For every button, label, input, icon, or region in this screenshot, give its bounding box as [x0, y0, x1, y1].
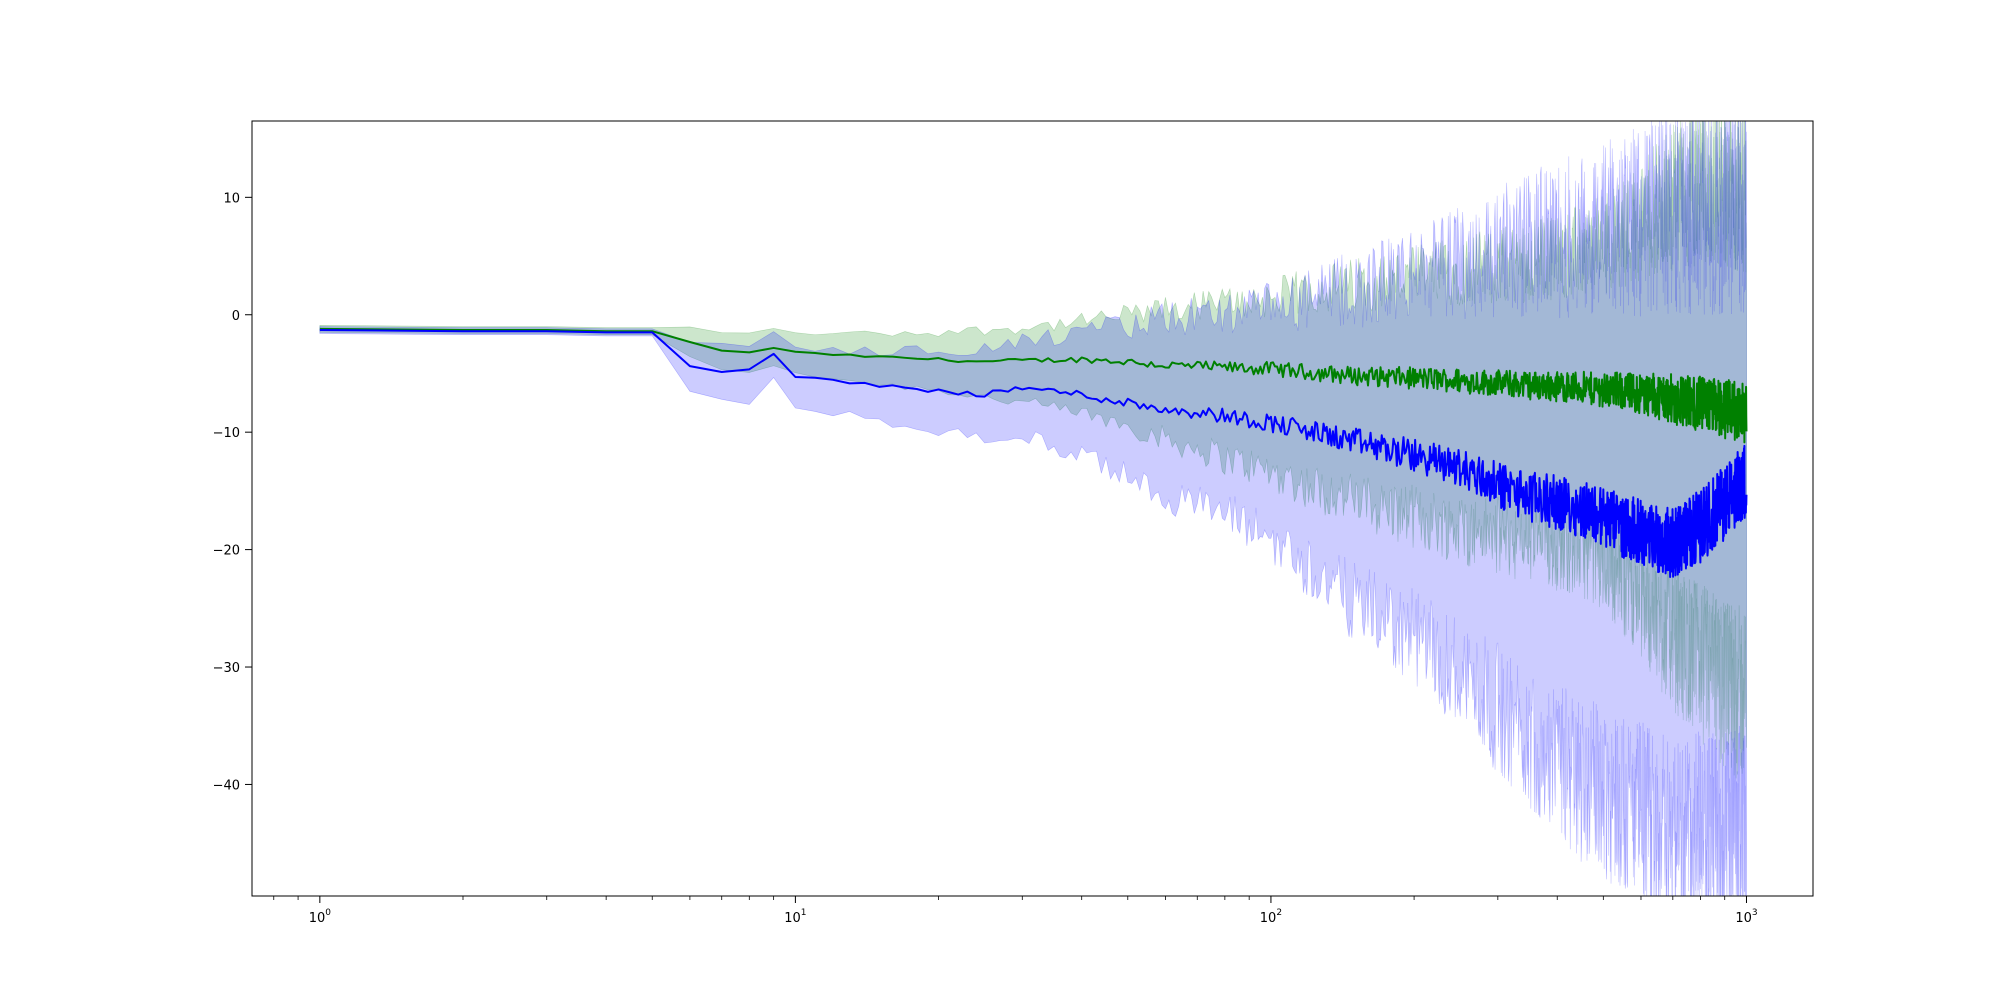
x-tick-label: 102 [1260, 908, 1282, 926]
series-lines [319, 327, 1748, 579]
series-0-line [319, 327, 1748, 444]
series-0-band [319, 121, 1747, 779]
y-tick-label: 10 [223, 191, 240, 206]
y-tick-label: −40 [213, 778, 240, 793]
x-tick-label: 103 [1735, 908, 1757, 926]
y-tick-label: −30 [213, 661, 240, 676]
y-tick-label: −20 [213, 544, 240, 559]
plot-frame [251, 120, 1814, 897]
y-axis: 10 0 −10 −20 −30 −40 [213, 191, 252, 793]
series-1-band [319, 121, 1747, 896]
confidence-bands [319, 121, 1747, 896]
x-axis: 100 101 102 103 [273, 896, 1758, 926]
x-tick-label: 101 [784, 908, 806, 926]
y-tick-label: 0 [232, 309, 240, 324]
y-tick-label: −10 [213, 426, 240, 441]
series-1-line [319, 329, 1748, 579]
x-tick-label: 100 [309, 908, 332, 926]
